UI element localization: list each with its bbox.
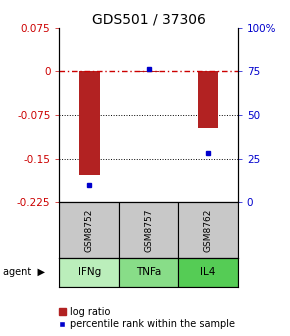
Bar — [59, 258, 119, 287]
Bar — [198, 71, 218, 128]
Bar — [138, 71, 159, 72]
Bar — [119, 202, 178, 258]
Bar — [59, 202, 119, 258]
Title: GDS501 / 37306: GDS501 / 37306 — [92, 12, 206, 27]
Text: agent  ▶: agent ▶ — [3, 267, 45, 278]
Text: TNFa: TNFa — [136, 267, 161, 278]
Bar — [79, 71, 99, 175]
Text: GSM8757: GSM8757 — [144, 208, 153, 252]
Bar — [178, 258, 238, 287]
Text: IFNg: IFNg — [77, 267, 101, 278]
Bar — [119, 258, 178, 287]
Text: GSM8752: GSM8752 — [85, 208, 94, 252]
Legend: log ratio, percentile rank within the sample: log ratio, percentile rank within the sa… — [59, 307, 235, 330]
Text: GSM8762: GSM8762 — [204, 208, 213, 252]
Bar — [178, 202, 238, 258]
Text: IL4: IL4 — [200, 267, 216, 278]
